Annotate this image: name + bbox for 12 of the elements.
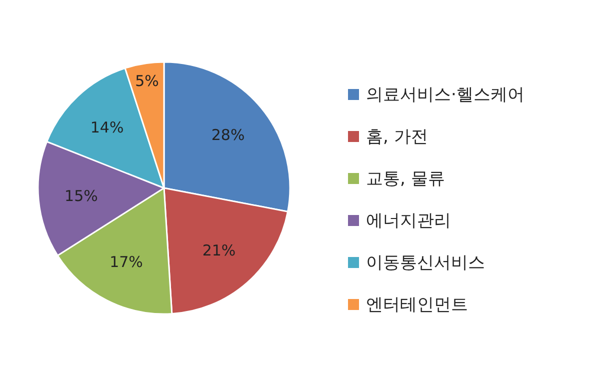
legend-label: 엔터테인먼트 <box>366 295 468 315</box>
legend-label: 에너지관리 <box>366 211 451 231</box>
legend-label: 이동통신서비스 <box>366 253 485 273</box>
data-label: 15% <box>64 186 98 205</box>
legend-label: 교통, 물류 <box>366 169 445 189</box>
data-label: 17% <box>110 253 143 272</box>
data-label: 14% <box>90 118 124 136</box>
legend-label: 홈, 가전 <box>366 127 428 147</box>
data-label: 21% <box>202 241 236 260</box>
legend-label: 의료서비스·헬스케어 <box>366 85 524 105</box>
data-label: 28% <box>211 126 245 144</box>
data-label: 5% <box>135 72 159 90</box>
